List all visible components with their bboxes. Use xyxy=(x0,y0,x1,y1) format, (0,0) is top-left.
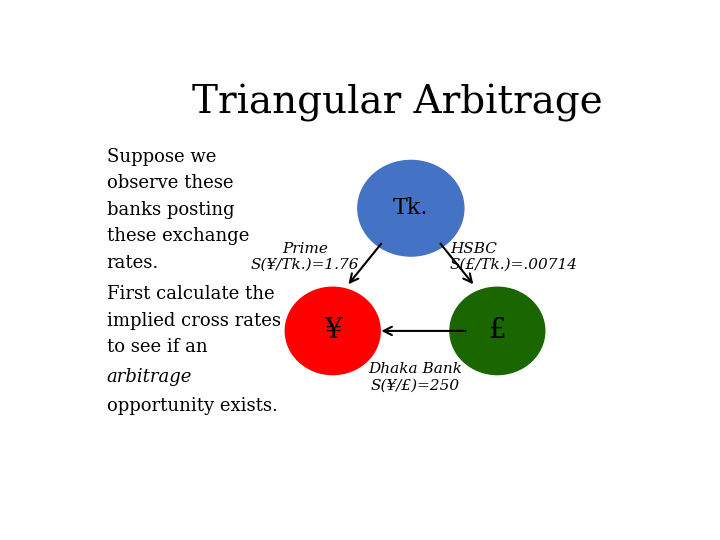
Text: Suppose we
observe these
banks posting
these exchange
rates.: Suppose we observe these banks posting t… xyxy=(107,148,249,272)
Text: opportunity exists.: opportunity exists. xyxy=(107,397,278,415)
Text: Triangular Arbitrage: Triangular Arbitrage xyxy=(192,84,602,122)
Text: Dhaka Bank
S(¥/£)=250: Dhaka Bank S(¥/£)=250 xyxy=(368,362,462,392)
Ellipse shape xyxy=(450,287,545,375)
Ellipse shape xyxy=(285,287,380,375)
Text: First calculate the
implied cross rates
to see if an: First calculate the implied cross rates … xyxy=(107,285,281,356)
Text: arbitrage: arbitrage xyxy=(107,368,192,386)
Text: £: £ xyxy=(489,318,506,345)
Ellipse shape xyxy=(358,160,464,256)
Text: Tk.: Tk. xyxy=(393,197,428,219)
Text: Prime
S(¥/Tk.)=1.76: Prime S(¥/Tk.)=1.76 xyxy=(251,241,359,272)
Text: ¥: ¥ xyxy=(324,318,341,345)
Text: HSBC
S(£/Tk.)=.00714: HSBC S(£/Tk.)=.00714 xyxy=(450,241,578,272)
